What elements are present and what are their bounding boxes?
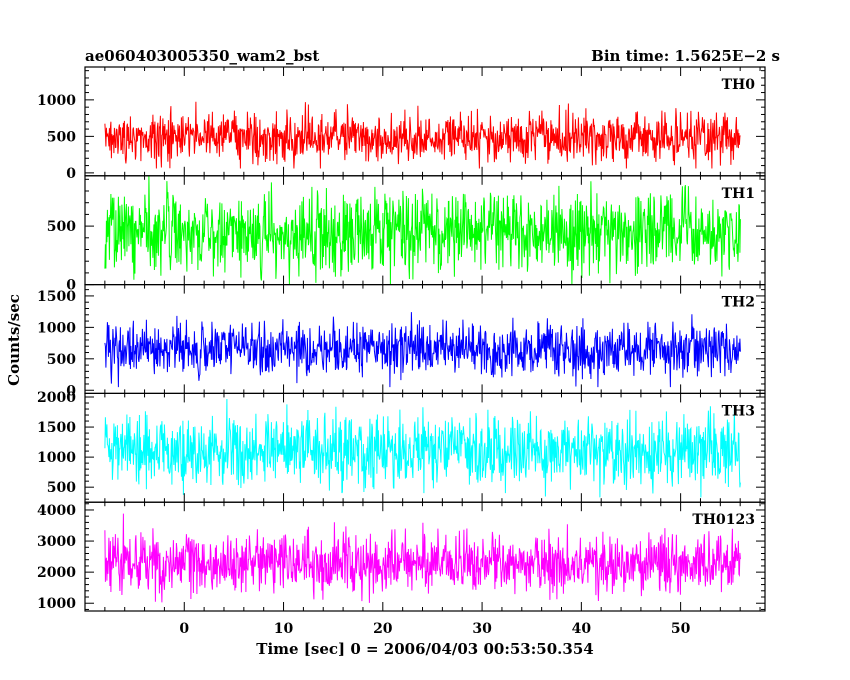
y-tick-label: 0: [66, 166, 76, 182]
y-tick-label: 2000: [37, 390, 76, 406]
y-tick-label: 1000: [37, 596, 76, 612]
y-tick-label: 0: [66, 383, 76, 399]
panel-label-th0123: TH0123: [692, 512, 755, 528]
y-tick-label: 500: [47, 129, 76, 145]
panel-frame: [84, 66, 766, 177]
y-tick-label: 1000: [37, 450, 76, 466]
panel-th3: 500 1000 1500 2000 TH3: [37, 390, 766, 503]
y-tick-label: 1500: [37, 420, 76, 436]
x-tick-label: 0: [179, 621, 189, 637]
panels-group: 0 500 1000 TH0 0 500 TH1 0 500 1000 1500 TH2 500 1000…: [37, 66, 766, 612]
series-line-th3: [104, 398, 741, 498]
panel-label-th3: TH3: [722, 403, 755, 419]
y-tick-label: 500: [47, 352, 76, 368]
x-tick-label: 50: [671, 621, 691, 637]
series-line-th1: [104, 175, 741, 285]
series-line-th0: [104, 101, 741, 169]
y-axis-label: Counts/sec: [5, 294, 23, 386]
x-tick-label: 30: [472, 621, 492, 637]
x-tick-label: 40: [572, 621, 592, 637]
y-tick-label: 500: [47, 480, 76, 496]
panel-label-th1: TH1: [722, 186, 755, 202]
bin-time-label: Bin time: 1.5625E−2 s: [591, 47, 780, 65]
y-tick-label: 1500: [37, 289, 76, 305]
y-tick-label: 500: [47, 219, 76, 235]
panel-th0123: 1000 2000 3000 4000 TH0123: [37, 501, 766, 612]
x-axis-label: Time [sec] 0 = 2006/04/03 00:53:50.354: [256, 640, 593, 658]
panel-th2: 0 500 1000 1500 TH2: [37, 284, 766, 399]
panel-frame: [84, 501, 766, 612]
y-tick-label: 0: [66, 278, 76, 294]
series-line-th2: [104, 312, 741, 388]
panel-label-th0: TH0: [722, 77, 756, 93]
series-line-th0123: [104, 513, 741, 603]
x-tick-label: 20: [373, 621, 393, 637]
y-tick-label: 1000: [37, 320, 76, 336]
panel-th1: 0 500 TH1: [47, 175, 766, 294]
panel-th0: 0 500 1000 TH0: [37, 66, 766, 182]
x-tick-label: 10: [274, 621, 294, 637]
panel-label-th2: TH2: [722, 295, 755, 311]
y-tick-label: 1000: [37, 93, 76, 109]
y-tick-label: 3000: [37, 534, 76, 550]
x-axis: 0 10 20 30 40 50: [179, 621, 690, 637]
y-tick-label: 2000: [37, 565, 76, 581]
chart-title: ae060403005350_wam2_bst: [85, 47, 319, 65]
y-tick-label: 4000: [37, 503, 76, 519]
